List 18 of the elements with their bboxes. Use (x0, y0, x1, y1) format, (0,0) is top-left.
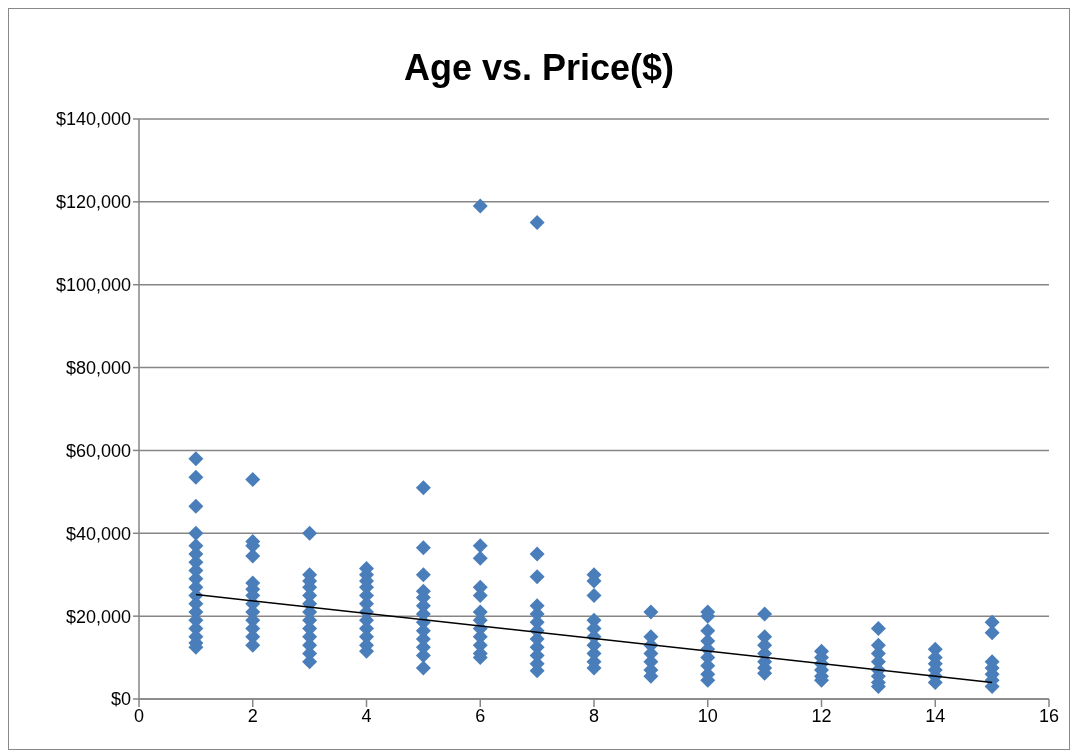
x-tick-label: 4 (361, 705, 372, 726)
x-tick-label: 0 (133, 705, 145, 726)
x-tick-label: 12 (811, 705, 832, 726)
y-tick-label: $100,000 (55, 275, 131, 296)
x-tick-label: 6 (475, 705, 486, 726)
x-tick-label: 16 (1038, 705, 1060, 726)
x-tick-label: 2 (247, 705, 258, 726)
y-tick-label: $140,000 (55, 109, 131, 130)
y-tick-label: $0 (110, 689, 131, 710)
y-tick-label: $80,000 (65, 357, 131, 378)
x-tick-label: 14 (925, 705, 946, 726)
x-tick-label: 8 (588, 705, 600, 726)
y-tick-label: $60,000 (65, 440, 131, 461)
chart-title: Age vs. Price($) (402, 46, 676, 90)
y-tick-label: $120,000 (55, 192, 131, 213)
y-tick-label: $40,000 (65, 523, 131, 544)
x-tick-label: 10 (697, 705, 718, 726)
y-tick-label: $20,000 (65, 606, 131, 627)
